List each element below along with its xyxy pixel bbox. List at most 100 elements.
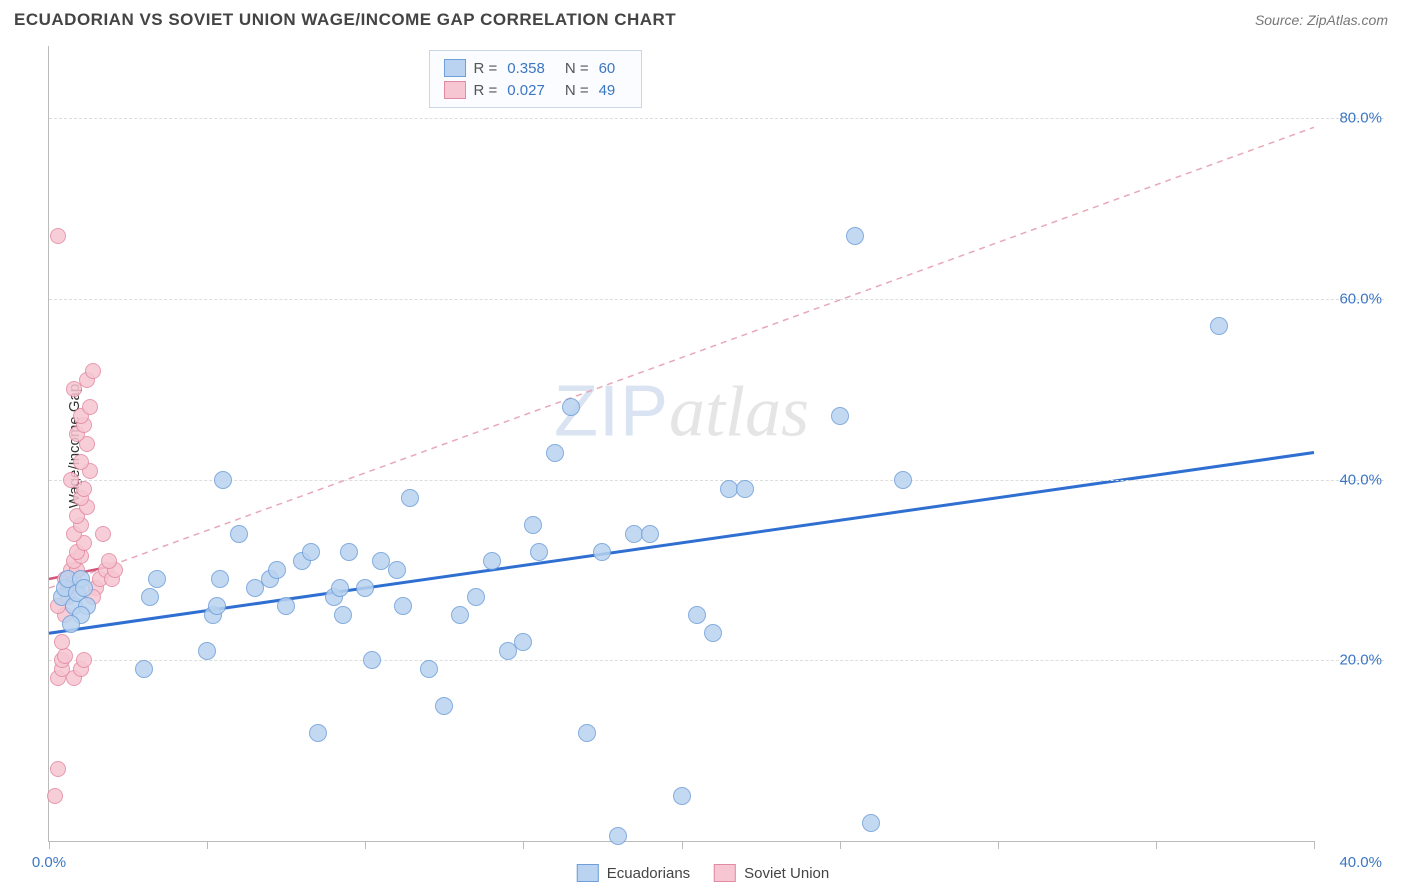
source-name: ZipAtlas.com <box>1307 12 1388 28</box>
x-tick <box>840 841 841 849</box>
scatter-point-ecuadorians <box>198 642 216 660</box>
x-tick <box>49 841 50 849</box>
scatter-point-ecuadorians <box>334 606 352 624</box>
y-tick-label: 40.0% <box>1339 471 1382 488</box>
scatter-point-soviet <box>54 634 70 650</box>
scatter-point-soviet <box>82 399 98 415</box>
scatter-point-ecuadorians <box>309 724 327 742</box>
scatter-point-ecuadorians <box>394 597 412 615</box>
n-label: N = <box>565 60 589 77</box>
n-value: 49 <box>599 82 616 99</box>
scatter-point-ecuadorians <box>214 471 232 489</box>
scatter-point-ecuadorians <box>331 579 349 597</box>
scatter-point-soviet <box>95 526 111 542</box>
scatter-point-ecuadorians <box>831 407 849 425</box>
correlation-legend-row: R = 0.027 N = 49 <box>444 79 628 101</box>
scatter-point-soviet <box>47 788 63 804</box>
scatter-point-soviet <box>63 472 79 488</box>
scatter-point-ecuadorians <box>208 597 226 615</box>
scatter-point-ecuadorians <box>401 489 419 507</box>
scatter-point-ecuadorians <box>530 543 548 561</box>
scatter-point-ecuadorians <box>641 525 659 543</box>
r-label: R = <box>474 60 498 77</box>
scatter-point-ecuadorians <box>277 597 295 615</box>
scatter-point-ecuadorians <box>514 633 532 651</box>
scatter-point-soviet <box>76 652 92 668</box>
scatter-point-ecuadorians <box>688 606 706 624</box>
watermark: ZIPatlas <box>554 370 809 453</box>
scatter-point-ecuadorians <box>135 660 153 678</box>
scatter-point-ecuadorians <box>736 480 754 498</box>
legend-label-soviet: Soviet Union <box>744 865 829 882</box>
x-tick <box>1314 841 1315 849</box>
swatch-soviet <box>714 864 736 882</box>
scatter-point-ecuadorians <box>211 570 229 588</box>
r-value: 0.027 <box>507 82 545 99</box>
scatter-point-ecuadorians <box>894 471 912 489</box>
scatter-point-ecuadorians <box>546 444 564 462</box>
scatter-point-ecuadorians <box>578 724 596 742</box>
scatter-point-ecuadorians <box>302 543 320 561</box>
x-tick <box>365 841 366 849</box>
scatter-point-ecuadorians <box>268 561 286 579</box>
scatter-point-ecuadorians <box>356 579 374 597</box>
scatter-point-ecuadorians <box>1210 317 1228 335</box>
legend-label-ecuadorians: Ecuadorians <box>607 865 690 882</box>
r-label: R = <box>474 82 498 99</box>
scatter-point-ecuadorians <box>388 561 406 579</box>
scatter-point-soviet <box>57 648 73 664</box>
y-tick-label: 60.0% <box>1339 290 1382 307</box>
gridline <box>49 660 1384 661</box>
correlation-legend-row: R = 0.358 N = 60 <box>444 57 628 79</box>
scatter-point-ecuadorians <box>420 660 438 678</box>
scatter-point-ecuadorians <box>230 525 248 543</box>
scatter-point-ecuadorians <box>141 588 159 606</box>
trend-lines-layer <box>49 46 1314 841</box>
x-tick <box>207 841 208 849</box>
scatter-point-ecuadorians <box>62 615 80 633</box>
scatter-point-ecuadorians <box>704 624 722 642</box>
x-tick-label: 40.0% <box>1339 854 1382 871</box>
x-tick <box>998 841 999 849</box>
scatter-point-ecuadorians <box>148 570 166 588</box>
swatch-icon <box>444 81 466 99</box>
legend-item-soviet: Soviet Union <box>714 864 829 882</box>
gridline <box>49 480 1384 481</box>
scatter-point-ecuadorians <box>673 787 691 805</box>
scatter-point-ecuadorians <box>562 398 580 416</box>
y-tick-label: 20.0% <box>1339 652 1382 669</box>
chart-plot-area: ZIPatlas 20.0%40.0%60.0%80.0%0.0%40.0%R … <box>48 46 1314 842</box>
gridline <box>49 118 1384 119</box>
n-label: N = <box>565 82 589 99</box>
scatter-point-ecuadorians <box>340 543 358 561</box>
scatter-point-ecuadorians <box>363 651 381 669</box>
scatter-point-soviet <box>85 363 101 379</box>
scatter-point-ecuadorians <box>467 588 485 606</box>
correlation-legend: R = 0.358 N = 60 R = 0.027 N = 49 <box>429 50 643 108</box>
n-value: 60 <box>599 60 616 77</box>
y-tick-label: 80.0% <box>1339 110 1382 127</box>
legend-item-ecuadorians: Ecuadorians <box>577 864 690 882</box>
x-tick <box>682 841 683 849</box>
scatter-point-ecuadorians <box>609 827 627 845</box>
watermark-atlas: atlas <box>669 371 809 451</box>
source-attribution: Source: ZipAtlas.com <box>1255 12 1388 28</box>
scatter-point-ecuadorians <box>862 814 880 832</box>
swatch-ecuadorians <box>577 864 599 882</box>
scatter-point-soviet <box>50 228 66 244</box>
x-tick-label: 0.0% <box>32 854 66 871</box>
scatter-point-soviet <box>101 553 117 569</box>
bottom-legend: Ecuadorians Soviet Union <box>577 864 829 882</box>
chart-title: ECUADORIAN VS SOVIET UNION WAGE/INCOME G… <box>14 10 676 30</box>
scatter-point-soviet <box>73 454 89 470</box>
scatter-point-ecuadorians <box>451 606 469 624</box>
x-tick <box>1156 841 1157 849</box>
scatter-point-ecuadorians <box>483 552 501 570</box>
scatter-point-ecuadorians <box>435 697 453 715</box>
scatter-point-ecuadorians <box>75 579 93 597</box>
r-value: 0.358 <box>507 60 545 77</box>
scatter-point-ecuadorians <box>593 543 611 561</box>
scatter-point-ecuadorians <box>524 516 542 534</box>
scatter-point-soviet <box>50 761 66 777</box>
x-tick <box>523 841 524 849</box>
